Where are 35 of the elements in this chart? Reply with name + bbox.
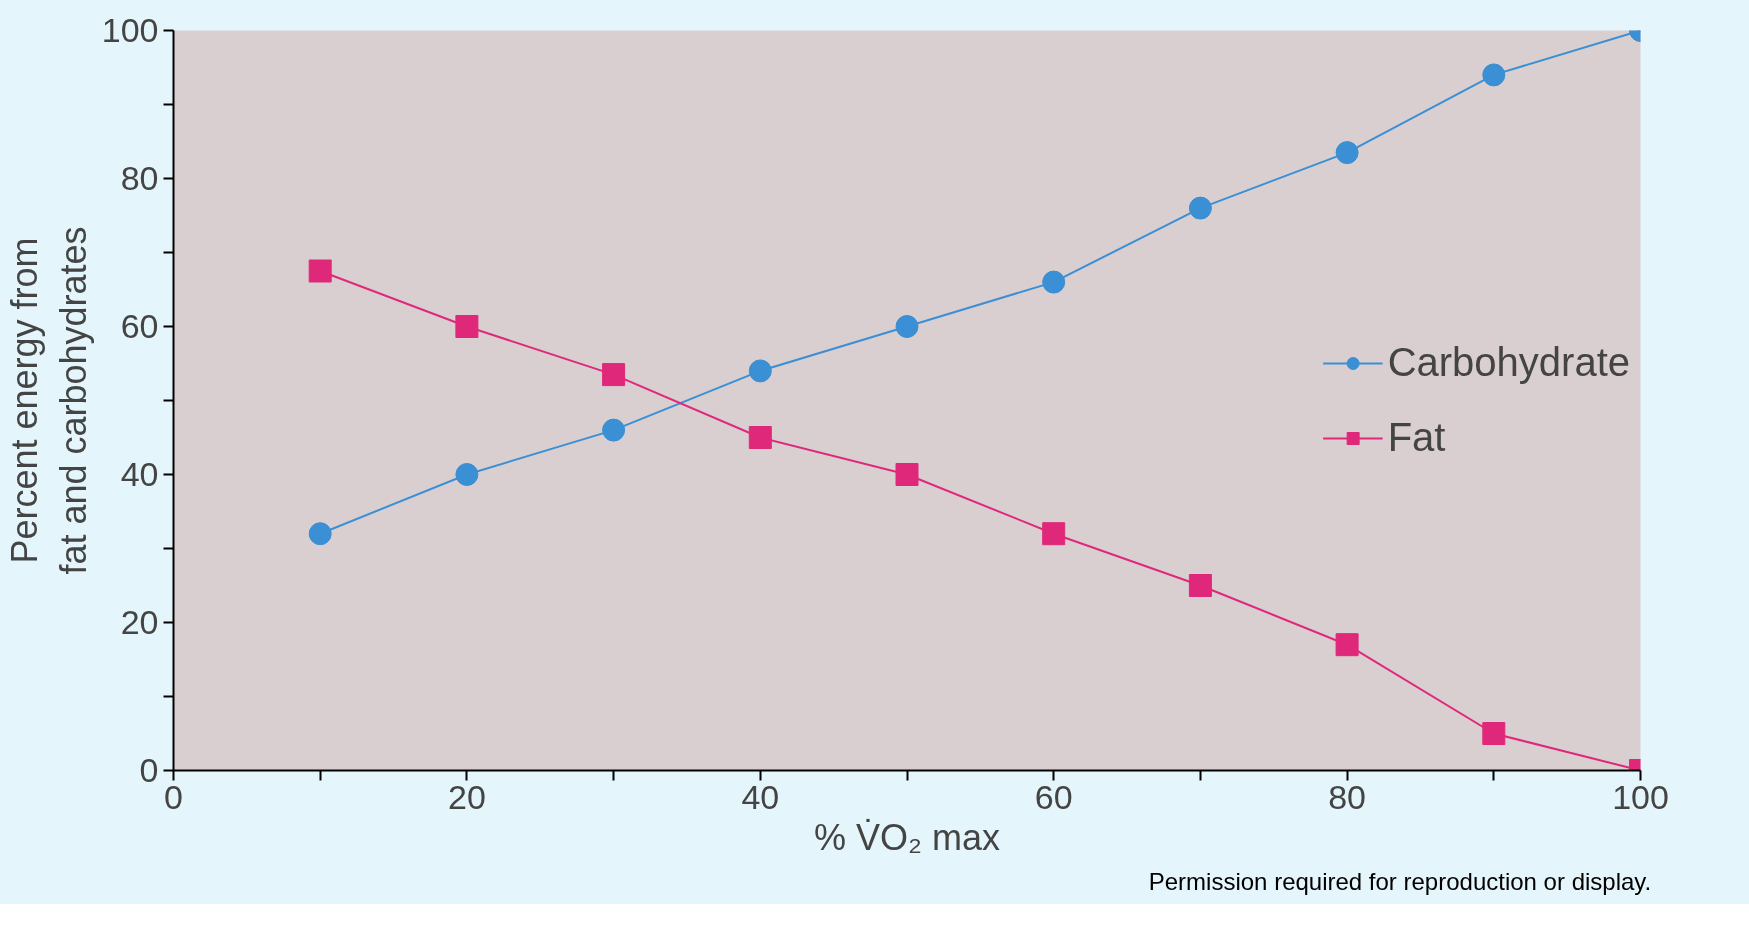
point bbox=[455, 315, 479, 338]
y-tick-label: 60 bbox=[120, 307, 159, 345]
x-tick-label: 40 bbox=[741, 777, 780, 816]
y-tick-label: 0 bbox=[139, 751, 159, 789]
point bbox=[1335, 633, 1359, 657]
point bbox=[308, 259, 332, 283]
text: Permission required for reproduction or display. bbox=[1148, 867, 1652, 897]
point bbox=[1188, 574, 1212, 597]
point bbox=[602, 363, 626, 387]
point bbox=[1482, 63, 1506, 87]
point bbox=[1188, 196, 1212, 220]
point bbox=[1482, 722, 1506, 745]
point bbox=[1042, 522, 1066, 546]
y-tick-label: 20 bbox=[120, 603, 159, 641]
x-axis-title: % V̇O₂ max bbox=[813, 816, 1001, 858]
point bbox=[748, 359, 772, 383]
x-tick-label: 60 bbox=[1034, 777, 1073, 816]
y-tick-label: 40 bbox=[120, 455, 159, 493]
y-axis-title: Percent energy from fat and carbohydrates bbox=[3, 226, 94, 575]
point bbox=[602, 418, 626, 442]
legend-label: Carbohydrate bbox=[1387, 340, 1630, 385]
x-tick-label: 20 bbox=[447, 777, 486, 816]
point bbox=[1335, 141, 1359, 165]
point bbox=[748, 426, 772, 449]
point bbox=[308, 522, 332, 546]
x-tick-label: 100 bbox=[1612, 777, 1669, 816]
legend-label: Fat bbox=[1387, 415, 1446, 460]
point bbox=[895, 463, 919, 486]
point bbox=[455, 463, 479, 486]
y-tick-label: 100 bbox=[101, 11, 159, 49]
point bbox=[895, 315, 919, 338]
x-tick-label: 80 bbox=[1328, 777, 1367, 816]
point bbox=[1042, 270, 1066, 294]
y-tick-label: 80 bbox=[120, 159, 159, 197]
x-tick-label: 0 bbox=[164, 777, 183, 816]
